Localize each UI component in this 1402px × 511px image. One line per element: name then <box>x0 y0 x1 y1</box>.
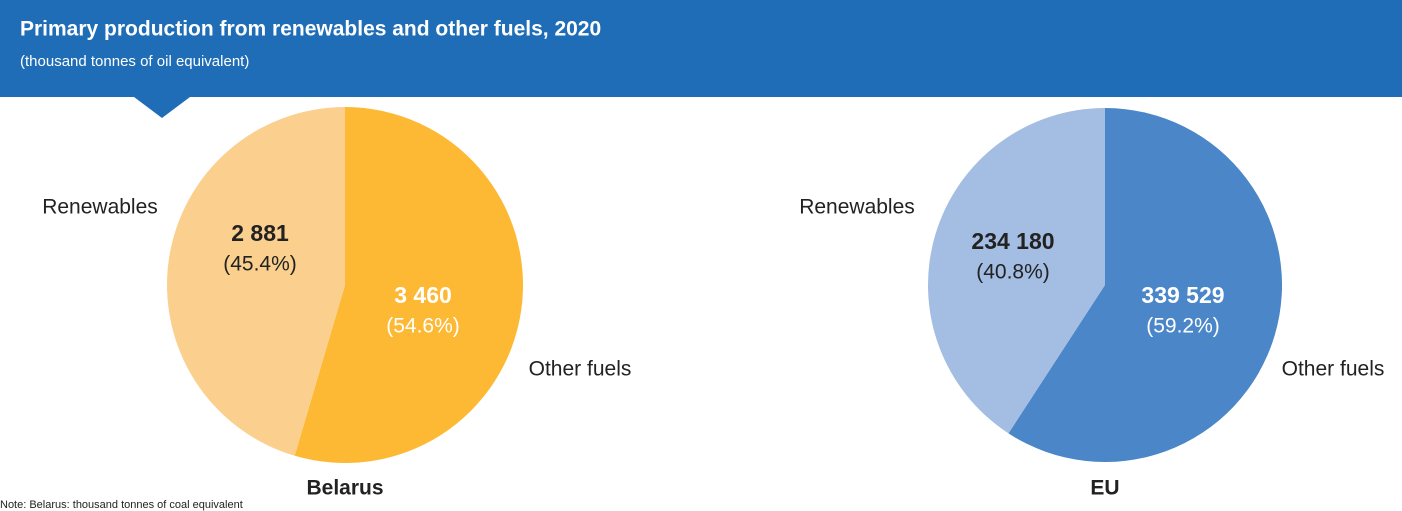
subtitle: (thousand tonnes of oil equivalent) <box>20 53 249 70</box>
category-label: Renewables <box>799 196 915 219</box>
share-label: (59.2%) <box>1146 315 1220 338</box>
pie-slice <box>166 107 345 456</box>
category-label: Other fuels <box>529 358 632 381</box>
note: Note: Belarus: thousand tonnes of coal e… <box>0 499 243 511</box>
category-label: Other fuels <box>1282 358 1385 381</box>
share-label: (45.4%) <box>223 253 297 276</box>
title: Primary production from renewables and o… <box>20 18 601 41</box>
share-label: (40.8%) <box>976 261 1050 284</box>
value-label: 2 881 <box>231 220 289 246</box>
value-label: 3 460 <box>394 282 452 308</box>
pie-title: Belarus <box>306 477 383 500</box>
pie-title: EU <box>1090 477 1119 500</box>
value-label: 234 180 <box>971 228 1054 254</box>
pie-slice <box>294 107 523 463</box>
pie-slice <box>1008 108 1283 462</box>
category-label: Renewables <box>42 196 158 219</box>
header-banner <box>0 0 1402 118</box>
pie-slice <box>928 107 1105 434</box>
value-label: 339 529 <box>1141 282 1224 308</box>
share-label: (54.6%) <box>386 315 460 338</box>
